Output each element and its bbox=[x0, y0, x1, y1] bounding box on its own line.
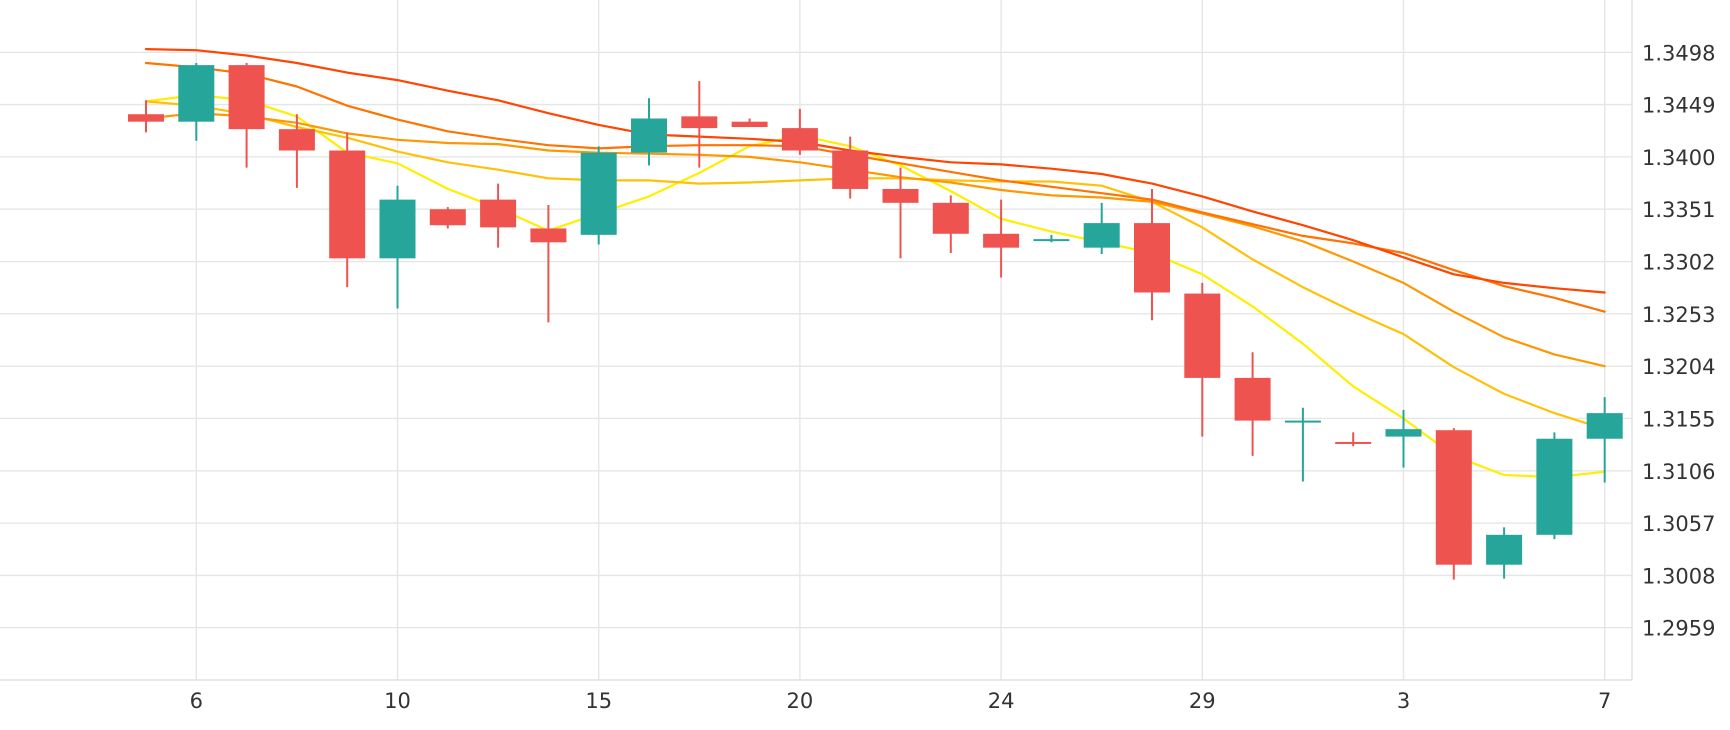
candle-up bbox=[1033, 234, 1070, 243]
y-tick-label: 1.3155 bbox=[1642, 407, 1715, 431]
candle-body bbox=[1586, 413, 1623, 439]
candle-down bbox=[983, 199, 1020, 278]
candle-down bbox=[530, 204, 567, 323]
y-tick-label: 1.3400 bbox=[1642, 146, 1715, 170]
candle-body bbox=[1184, 293, 1221, 378]
candle-down bbox=[480, 183, 517, 248]
candle-body bbox=[1234, 377, 1271, 421]
candle-body bbox=[128, 114, 164, 122]
y-tick-label: 1.3106 bbox=[1642, 460, 1715, 484]
y-tick-label: 1.2959 bbox=[1642, 617, 1715, 641]
candle-body bbox=[1335, 441, 1372, 444]
candle-body bbox=[1284, 420, 1321, 423]
candle-body bbox=[178, 65, 215, 122]
x-tick-label: 3 bbox=[1397, 689, 1410, 713]
candle-body bbox=[1134, 223, 1170, 293]
candle-down bbox=[932, 195, 969, 253]
candle-down bbox=[731, 118, 768, 128]
candle-up bbox=[379, 185, 416, 309]
candle-body bbox=[983, 233, 1020, 248]
candle-body bbox=[1083, 223, 1120, 248]
candle-body bbox=[1536, 438, 1573, 535]
moving-average-lines bbox=[144, 47, 1606, 479]
moving-average-line bbox=[144, 93, 1606, 479]
candle-up bbox=[1284, 407, 1321, 482]
x-tick-label: 6 bbox=[190, 689, 203, 713]
candle-down bbox=[1435, 428, 1472, 580]
candle-body bbox=[681, 116, 718, 129]
candle-body bbox=[1033, 239, 1070, 242]
candle-body bbox=[781, 128, 818, 151]
y-tick-label: 1.3253 bbox=[1642, 303, 1715, 327]
candle-down bbox=[278, 114, 315, 188]
candle-body bbox=[1385, 429, 1422, 437]
candle-up bbox=[1486, 527, 1523, 579]
candle-up bbox=[1536, 432, 1573, 540]
candle-body bbox=[1486, 534, 1523, 565]
x-tick-label: 29 bbox=[1189, 689, 1216, 713]
candles bbox=[128, 62, 1623, 580]
candle-body bbox=[278, 129, 315, 151]
y-tick-label: 1.3302 bbox=[1642, 251, 1715, 275]
candle-up bbox=[178, 62, 215, 141]
candle-down bbox=[429, 207, 466, 229]
y-tick-label: 1.3449 bbox=[1642, 94, 1715, 118]
moving-average-line bbox=[144, 61, 1606, 313]
x-tick-label: 24 bbox=[988, 689, 1015, 713]
candle-up bbox=[580, 146, 617, 245]
candle-up bbox=[1083, 202, 1120, 255]
candle-body bbox=[530, 228, 567, 243]
candle-body bbox=[882, 188, 919, 203]
candle-down bbox=[781, 108, 818, 155]
candle-down bbox=[1134, 188, 1170, 321]
candle-up bbox=[631, 98, 667, 166]
candle-body bbox=[379, 199, 416, 259]
candle-down bbox=[228, 62, 265, 168]
y-tick-label: 1.3204 bbox=[1642, 355, 1715, 379]
candle-body bbox=[329, 150, 366, 259]
candle-up bbox=[1385, 409, 1422, 468]
candle-down bbox=[1335, 432, 1372, 447]
y-tick-label: 1.3498 bbox=[1642, 41, 1715, 65]
candle-body bbox=[631, 118, 667, 153]
candle-body bbox=[429, 209, 466, 226]
x-tick-label: 10 bbox=[384, 689, 411, 713]
moving-average-line bbox=[144, 100, 1606, 431]
candle-down bbox=[832, 136, 869, 199]
candle-body bbox=[228, 65, 265, 130]
candle-down bbox=[1184, 282, 1221, 437]
x-tick-label: 20 bbox=[787, 689, 814, 713]
candle-down bbox=[329, 132, 366, 288]
candle-body bbox=[832, 150, 869, 189]
candle-up bbox=[1586, 397, 1623, 483]
y-tick-label: 1.3057 bbox=[1642, 512, 1715, 536]
y-tick-label: 1.3351 bbox=[1642, 198, 1715, 222]
x-tick-label: 15 bbox=[585, 689, 612, 713]
candle-body bbox=[480, 199, 517, 228]
y-tick-label: 1.3008 bbox=[1642, 564, 1715, 588]
candle-down bbox=[882, 167, 919, 259]
candle-body bbox=[1435, 430, 1472, 565]
candle-down bbox=[1234, 352, 1271, 456]
candle-body bbox=[731, 121, 768, 128]
x-tick-label: 7 bbox=[1598, 689, 1611, 713]
candle-body bbox=[580, 152, 617, 235]
candle-down bbox=[681, 81, 718, 168]
axes: 1.3498 1.3449 1.3400 1.3351 1.3302 1.3253 1.32… bbox=[0, 0, 1715, 713]
candle-down bbox=[128, 100, 164, 133]
moving-average-line bbox=[144, 47, 1606, 294]
candle-body bbox=[932, 202, 969, 234]
moving-average-line bbox=[144, 112, 1606, 368]
